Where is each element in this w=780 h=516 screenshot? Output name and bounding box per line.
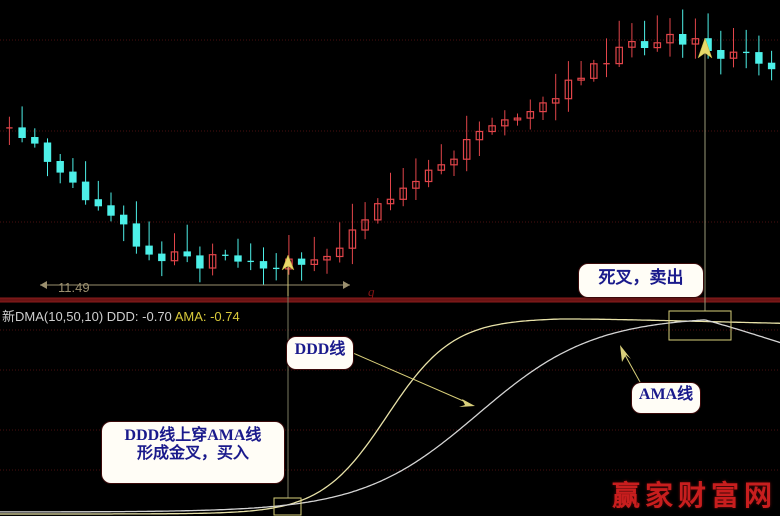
svg-text:11.49: 11.49	[58, 280, 90, 295]
svg-text:q: q	[368, 284, 375, 299]
